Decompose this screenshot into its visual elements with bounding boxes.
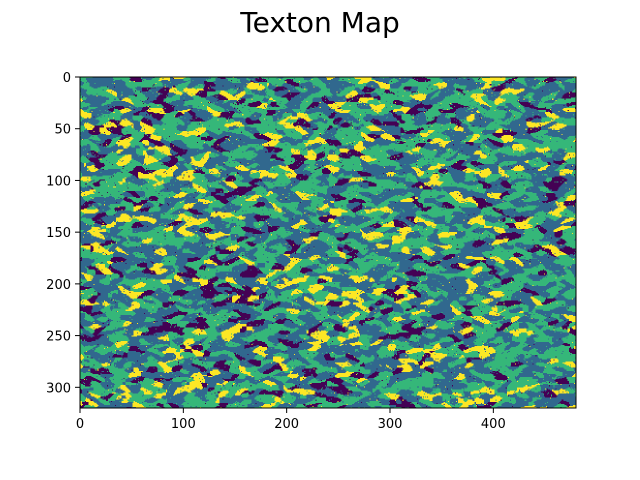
x-tick-label: 0: [76, 417, 84, 432]
heatmap-image: [80, 77, 576, 408]
plot-area: [79, 76, 577, 409]
y-tick-label: 300: [46, 381, 71, 396]
x-tick-label: 200: [274, 417, 299, 432]
y-tick-label: 200: [46, 278, 71, 293]
x-axis: 0 100 200 300 400: [76, 408, 506, 432]
heatmap-container: [80, 77, 576, 408]
y-axis: 0 50 100 150 200 250 300: [46, 71, 80, 396]
chart-title: Texton Map: [239, 6, 400, 39]
plot-frame: [79, 76, 577, 409]
x-tick-label: 300: [378, 417, 403, 432]
y-tick-label: 150: [46, 226, 71, 241]
y-tick-label: 250: [46, 330, 71, 345]
x-tick-label: 100: [171, 417, 196, 432]
y-tick-label: 0: [63, 71, 71, 86]
y-tick-label: 100: [46, 174, 71, 189]
x-tick-label: 400: [481, 417, 506, 432]
y-tick-label: 50: [54, 123, 71, 138]
